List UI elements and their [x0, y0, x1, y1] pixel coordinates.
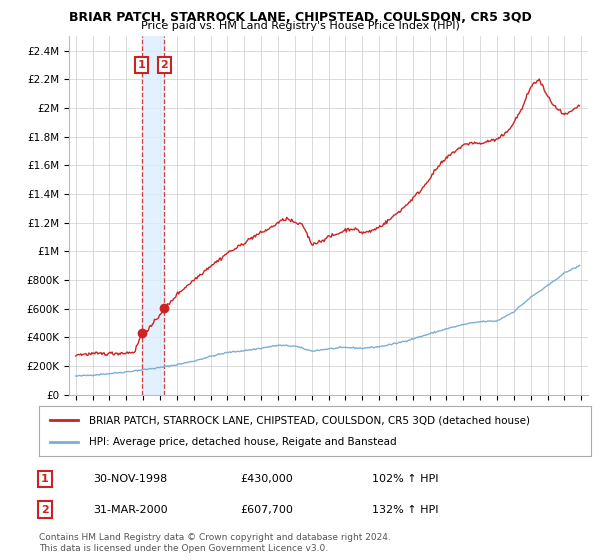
Text: 30-NOV-1998: 30-NOV-1998: [93, 474, 167, 484]
Text: BRIAR PATCH, STARROCK LANE, CHIPSTEAD, COULSDON, CR5 3QD: BRIAR PATCH, STARROCK LANE, CHIPSTEAD, C…: [68, 11, 532, 24]
Bar: [142, 36, 164, 395]
Text: 1: 1: [41, 474, 49, 484]
Text: 102% ↑ HPI: 102% ↑ HPI: [372, 474, 439, 484]
Text: £430,000: £430,000: [240, 474, 293, 484]
Text: HPI: Average price, detached house, Reigate and Banstead: HPI: Average price, detached house, Reig…: [89, 437, 397, 447]
Text: Price paid vs. HM Land Registry's House Price Index (HPI): Price paid vs. HM Land Registry's House …: [140, 21, 460, 31]
Text: 1: 1: [138, 60, 146, 70]
Text: 31-MAR-2000: 31-MAR-2000: [93, 505, 167, 515]
Text: BRIAR PATCH, STARROCK LANE, CHIPSTEAD, COULSDON, CR5 3QD (detached house): BRIAR PATCH, STARROCK LANE, CHIPSTEAD, C…: [89, 415, 530, 425]
Text: 2: 2: [160, 60, 168, 70]
Text: 132% ↑ HPI: 132% ↑ HPI: [372, 505, 439, 515]
Text: £607,700: £607,700: [240, 505, 293, 515]
Text: Contains HM Land Registry data © Crown copyright and database right 2024.
This d: Contains HM Land Registry data © Crown c…: [39, 533, 391, 553]
Text: 2: 2: [41, 505, 49, 515]
